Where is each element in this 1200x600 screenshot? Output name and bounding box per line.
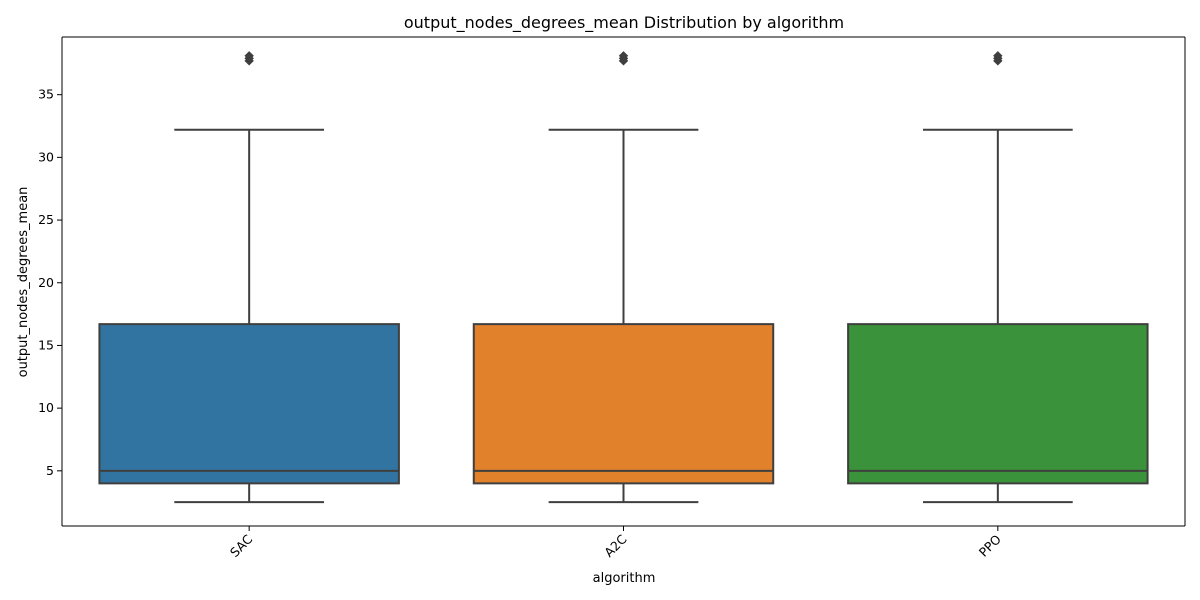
x-tick-label: PPO xyxy=(976,531,1004,559)
x-axis-label: algorithm xyxy=(593,571,656,586)
box-a2c xyxy=(472,323,775,485)
y-tick-label: 5 xyxy=(46,463,54,478)
y-tick-label: 30 xyxy=(38,149,54,164)
outlier-point xyxy=(618,51,629,61)
axes: 5 10 15 20 25 30 35 SAC A2C PPO xyxy=(38,36,1186,560)
plot-area xyxy=(98,51,1149,504)
box-group-sac xyxy=(98,51,400,504)
y-tick-label: 20 xyxy=(38,275,54,290)
outlier-point xyxy=(244,51,254,61)
x-tick-label: SAC xyxy=(227,531,256,560)
y-tick-label: 35 xyxy=(38,87,54,102)
box-sac xyxy=(98,323,400,485)
y-axis-label: output_nodes_degrees_mean xyxy=(16,187,31,378)
chart-title: output_nodes_degrees_mean Distribution b… xyxy=(404,13,844,33)
y-tick-label: 15 xyxy=(38,337,54,352)
box-group-ppo xyxy=(847,51,1149,504)
x-tick-label: A2C xyxy=(601,531,630,560)
y-tick-label: 25 xyxy=(38,212,54,227)
box-group-a2c xyxy=(472,51,775,504)
box-ppo xyxy=(847,323,1149,485)
y-tick-label: 10 xyxy=(38,400,54,415)
outlier-point xyxy=(993,51,1003,61)
